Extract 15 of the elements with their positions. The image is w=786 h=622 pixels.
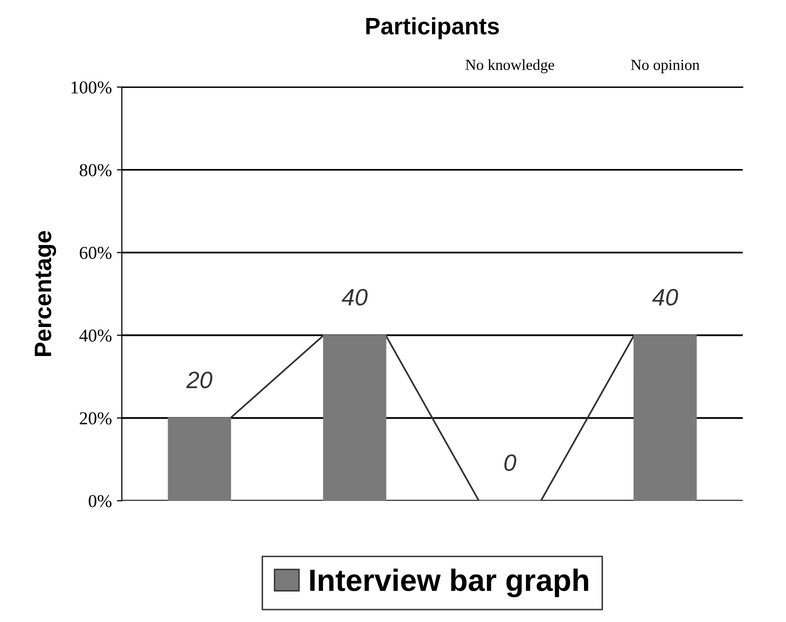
data-label: 40 — [652, 288, 678, 306]
legend-label: Interview bar graph — [310, 568, 588, 598]
y-tick-label: 100% — [72, 81, 112, 94]
y-tick-label: 0% — [88, 494, 112, 508]
y-tick-label: 80% — [80, 164, 112, 176]
y-tick-label: 20% — [80, 412, 112, 424]
chart-title: Participants — [366, 17, 499, 40]
data-label: 0 — [504, 454, 516, 472]
data-label: 40 — [342, 288, 368, 306]
data-label: 20 — [186, 372, 212, 388]
y-axis-title: Percentage — [34, 231, 56, 356]
x-tick-label: No opinion — [631, 60, 700, 74]
y-tick-label: 40% — [79, 330, 112, 342]
x-tick-label: No knowledge — [466, 59, 554, 74]
y-tick-label: 60% — [80, 246, 112, 260]
